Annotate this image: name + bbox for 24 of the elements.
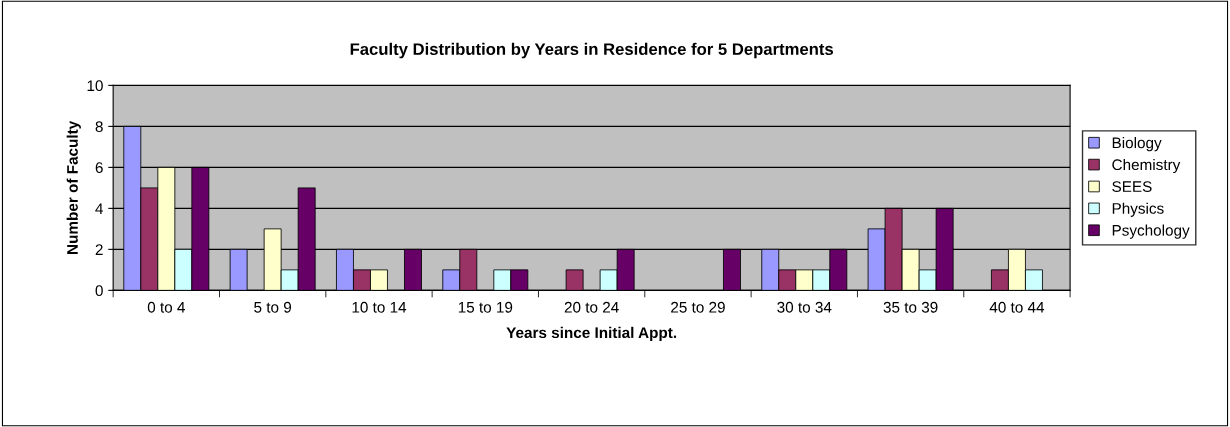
x-tick-label: 15 to 19 [458,301,513,313]
legend-label: Chemistry [1112,158,1181,174]
x-tick-label: 5 to 9 [254,301,292,313]
x-tick-label: 0 to 4 [147,301,185,313]
y-tick-label: 6 [95,162,103,174]
x-tick-label: 10 to 14 [352,301,407,313]
legend-label: SEES [1112,181,1152,192]
y-tick-label: 10 [87,80,103,92]
x-tick-label: 25 to 29 [671,301,725,313]
chart-title: Faculty Distribution by Years in Residence for 5 Departments [350,42,834,59]
legend-label: Psychology [1112,224,1190,239]
y-tick-label: 0 [95,285,103,297]
legend-label: Biology [1112,137,1162,152]
y-tick-label: 8 [95,121,103,133]
x-tick-label: 40 to 44 [989,301,1045,313]
x-axis-title: Years since Initial Appt. [506,326,677,342]
y-tick-label: 4 [95,203,103,214]
y-axis-title: Number of Faculty [66,120,81,254]
legend-label: Physics [1112,202,1164,217]
x-tick-label: 35 to 39 [883,301,938,313]
x-tick-label: 20 to 24 [564,301,619,313]
bar [565,269,584,291]
x-tick-label: 30 to 34 [777,301,832,313]
y-tick-label: 2 [95,244,103,255]
